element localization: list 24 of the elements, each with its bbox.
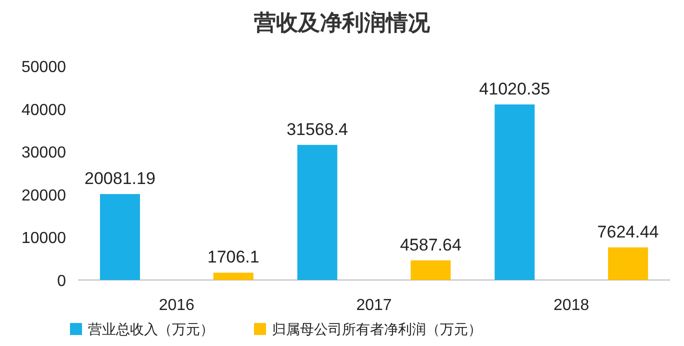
y-tick-label: 0 [57, 273, 66, 290]
x-tick-label: 2018 [554, 297, 590, 314]
x-tick-label: 2016 [158, 297, 195, 314]
data-label: 4587.64 [400, 235, 462, 254]
data-label: 41020.35 [479, 79, 550, 98]
data-label: 20081.19 [84, 169, 156, 188]
y-tick-label: 30000 [22, 144, 66, 162]
y-tick-label: 40000 [22, 102, 66, 119]
data-label: 7624.44 [597, 222, 659, 242]
bar [297, 144, 338, 280]
y-tick-label: 10000 [22, 230, 66, 248]
chart-title: 营收及净利润情况 [253, 10, 431, 35]
x-tick-label: 2017 [356, 297, 392, 314]
data-label: 31568.4 [286, 120, 348, 139]
y-tick-label: 20000 [22, 187, 66, 204]
data-label: 1706.1 [207, 248, 260, 267]
bar [213, 272, 254, 280]
bar [608, 247, 648, 280]
legend-label: 归属母公司所有者净利润（万元） [272, 321, 482, 337]
y-tick-label: 50000 [22, 59, 66, 76]
legend-label: 营业总收入（万元） [88, 321, 214, 337]
bar [100, 194, 140, 280]
bar [494, 104, 535, 280]
bar [410, 260, 451, 280]
